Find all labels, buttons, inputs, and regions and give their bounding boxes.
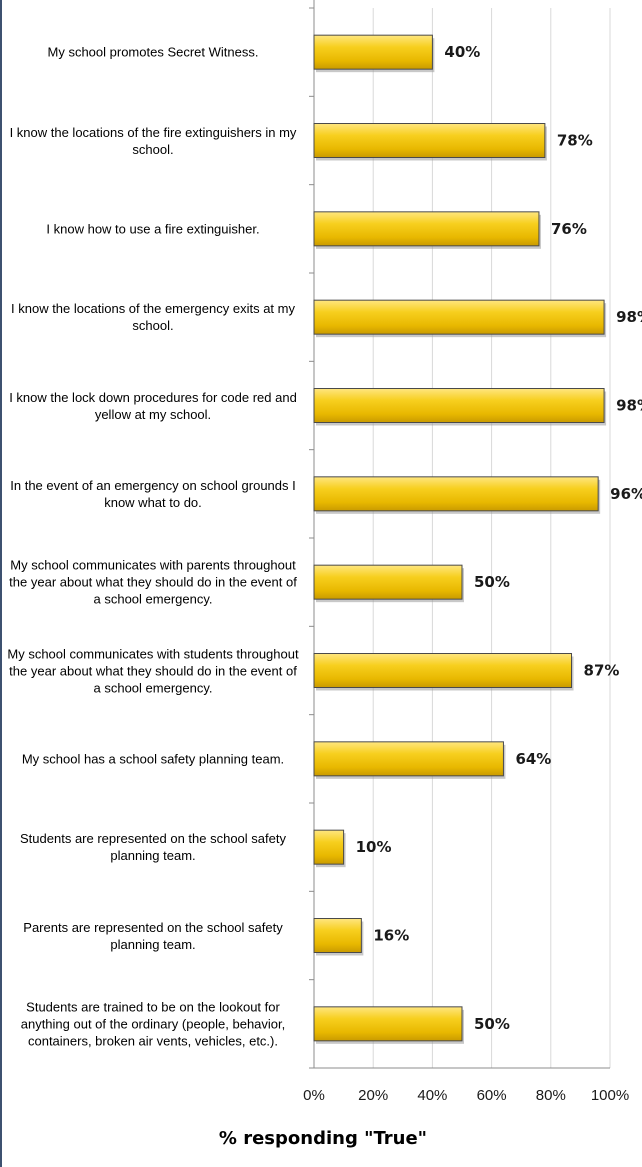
category-label: My school communicates with parents thro… [9, 557, 297, 607]
bar [313, 1006, 463, 1042]
data-label: 76% [551, 220, 587, 238]
bar [313, 476, 599, 512]
category-label: I know the locations of the fire extingu… [9, 124, 297, 157]
category-label: Parents are represented on the school sa… [23, 919, 283, 952]
gridlines [372, 8, 611, 1068]
bar [313, 918, 362, 953]
x-tick-label: 80% [536, 1087, 566, 1104]
x-tick-label: 0% [303, 1087, 325, 1104]
data-label: 98% [616, 397, 642, 415]
category-label: I know the locations of the emergency ex… [11, 301, 295, 334]
bar [313, 564, 463, 600]
bar [313, 741, 504, 777]
category-label: My school communicates with students thr… [7, 646, 299, 695]
data-labels: 40% 78% 76% 98% 98% 96% 50% 87% 64% 10% 16% 50% [356, 43, 642, 1033]
category-label: In the event of an emergency on school g… [10, 477, 296, 510]
bar [313, 123, 546, 158]
bar [313, 211, 540, 247]
x-tick-labels: 0% 20% 40% 60% 80% 100% [303, 1087, 629, 1104]
category-label: I know how to use a fire extinguisher. [46, 221, 260, 237]
data-label: 98% [616, 308, 642, 326]
bar [313, 299, 605, 335]
data-label: 50% [474, 573, 510, 591]
data-label: 78% [557, 132, 593, 150]
bars [313, 34, 607, 1044]
x-tick-label: 60% [477, 1087, 507, 1104]
bar [313, 829, 345, 865]
category-label: My school promotes Secret Witness. [47, 44, 259, 60]
category-label: Students are trained to be on the lookou… [20, 999, 286, 1049]
axes [309, 0, 610, 1069]
bar [313, 653, 573, 688]
x-axis-title: % responding "True" [218, 1128, 428, 1149]
data-label: 40% [444, 43, 480, 61]
bar [313, 34, 433, 70]
x-tick-label: 100% [591, 1087, 629, 1104]
x-tick-label: 20% [358, 1087, 388, 1104]
data-label: 10% [356, 838, 392, 856]
category-label: My school has a school safety planning t… [21, 751, 285, 767]
data-label: 16% [373, 927, 409, 945]
data-label: 50% [474, 1015, 510, 1033]
x-tick-label: 40% [417, 1087, 447, 1104]
category-label: I know the lock down procedures for code… [9, 389, 297, 422]
data-label: 96% [610, 485, 642, 503]
category-label: Students are represented on the school s… [20, 831, 286, 864]
data-label: 64% [515, 750, 551, 768]
data-label: 87% [584, 662, 620, 680]
bar [313, 388, 605, 423]
